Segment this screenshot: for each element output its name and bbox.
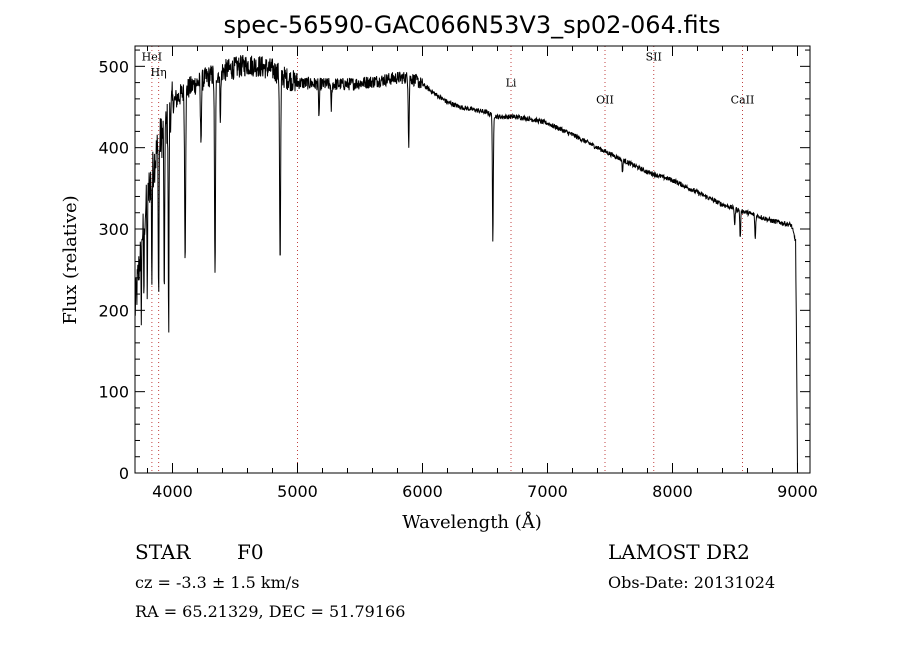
obs-date: Obs-Date: 20131024	[608, 573, 776, 592]
object-subclass: F0	[237, 540, 264, 564]
object-class: STAR	[135, 540, 191, 564]
x-tick-label: 5000	[277, 482, 318, 501]
line-marker-label: Li	[506, 77, 517, 90]
y-tick-label: 100	[98, 383, 129, 402]
y-tick-label: 500	[98, 57, 129, 76]
x-axis-ticks: 4000 5000 6000 7000 8000 9000	[147, 46, 818, 501]
x-tick-label: 7000	[527, 482, 568, 501]
chart-title: spec-56590-GAC066N53V3_sp02-064.fits	[224, 11, 721, 39]
line-markers	[151, 46, 743, 473]
y-tick-label: 300	[98, 220, 129, 239]
line-marker-label: OII	[596, 94, 614, 107]
line-labels: HeI Hη Li OII SII CaII	[142, 51, 755, 107]
survey-name: LAMOST DR2	[608, 540, 750, 564]
coordinates: RA = 65.21329, DEC = 51.79166	[135, 602, 406, 621]
redshift-text: cz = -3.3 ± 1.5 km/s	[135, 573, 300, 592]
line-marker-label: CaII	[731, 94, 755, 107]
y-tick-label: 0	[119, 464, 129, 483]
line-marker-label: HeI	[142, 51, 162, 64]
spectrum-line	[134, 54, 798, 474]
y-tick-label: 200	[98, 301, 129, 320]
y-axis-label: Flux (relative)	[60, 195, 81, 324]
x-axis-label: Wavelength (Å)	[402, 511, 542, 533]
y-axis-ticks: 0 100 200 300 400 500	[98, 49, 810, 483]
y-tick-label: 400	[98, 139, 129, 158]
x-tick-label: 8000	[652, 482, 693, 501]
x-tick-label: 4000	[152, 482, 193, 501]
x-tick-label: 6000	[402, 482, 443, 501]
line-marker-label: SII	[646, 51, 662, 64]
line-marker-label: Hη	[151, 66, 167, 79]
x-tick-label: 9000	[777, 482, 818, 501]
